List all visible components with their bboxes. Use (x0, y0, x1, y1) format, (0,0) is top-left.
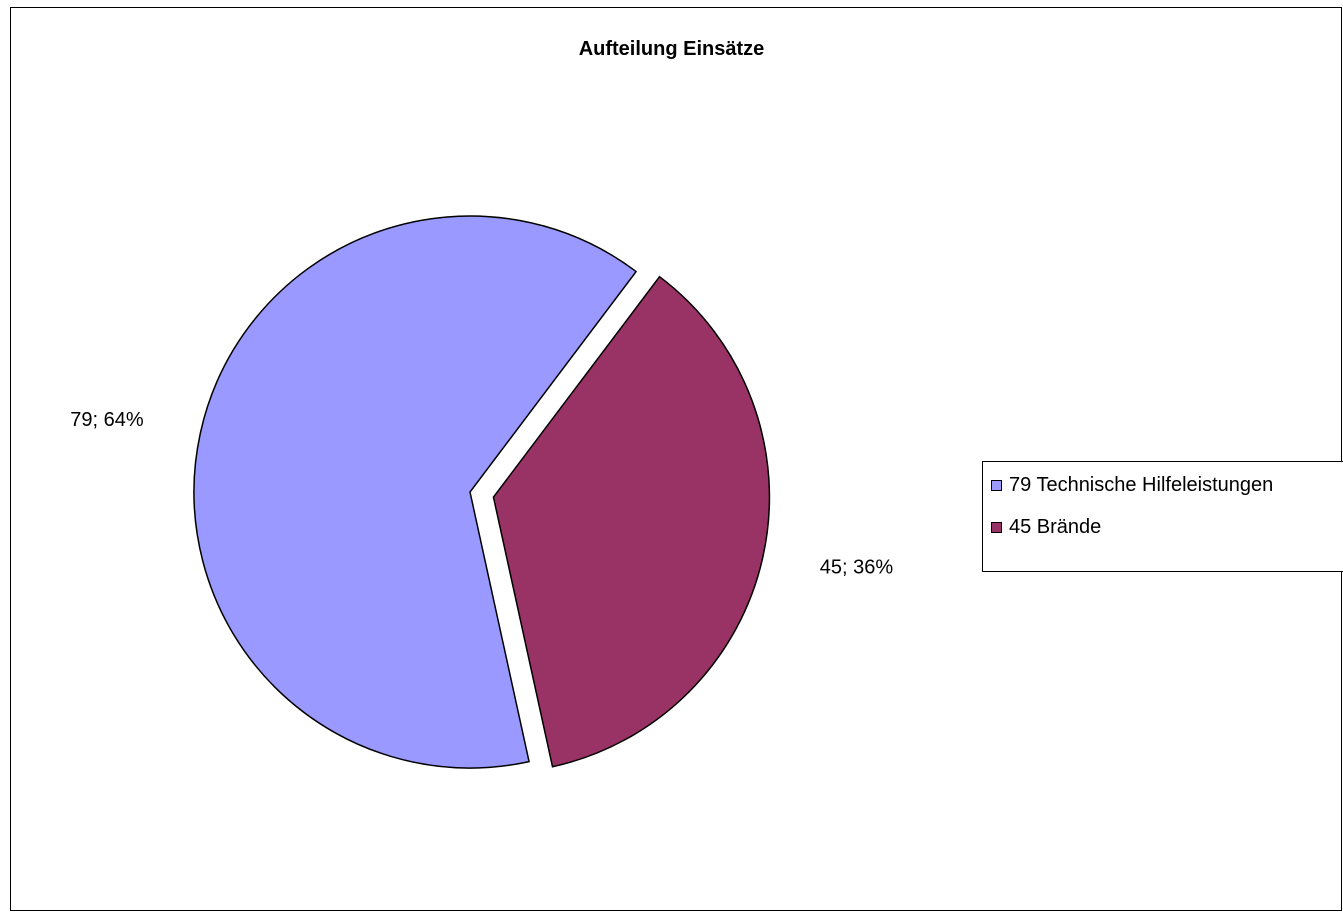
legend-swatch (991, 480, 1002, 491)
data-label: 79; 64% (70, 409, 144, 431)
legend-item-braende: 45 Brände (991, 516, 1101, 539)
legend-swatch (991, 522, 1002, 533)
pie-slice (492, 275, 771, 768)
data-label: 45; 36% (820, 557, 894, 579)
pie-slice (193, 215, 638, 769)
legend-label: 79 Technische Hilfeleistungen (1009, 474, 1274, 496)
legend-label: 45 Brände (1009, 516, 1102, 538)
chart-title: Aufteilung Einsätze (578, 38, 765, 60)
legend-item-technische-hilfeleistungen: 79 Technische Hilfeleistungen (991, 474, 1273, 497)
legend: 79 Technische Hilfeleistungen 45 Brände (982, 461, 1343, 572)
